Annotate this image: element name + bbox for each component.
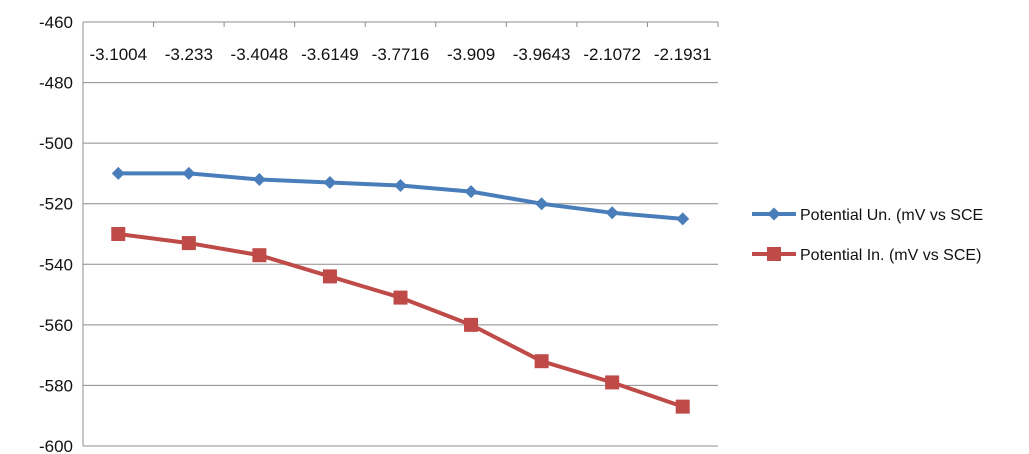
x-tick-label: -3.6149 — [301, 45, 359, 64]
y-tick-label: -560 — [39, 316, 73, 335]
data-point-diamond — [605, 206, 619, 220]
data-point-diamond — [394, 179, 407, 193]
y-axis-tick-labels: -460 -480 -500 -520 -540 -560 -580 -600 — [39, 13, 73, 454]
series-line — [116, 232, 685, 409]
data-point-diamond — [535, 197, 549, 211]
series-1 — [111, 166, 690, 226]
x-tick-label: -3.9643 — [513, 45, 571, 64]
y-tick-label: -500 — [39, 134, 73, 153]
data-point-diamond — [676, 212, 690, 226]
data-point-diamond — [464, 185, 478, 199]
y-tick-label: -480 — [39, 74, 73, 93]
legend-marker-diamond — [767, 207, 781, 221]
y-tick-label: -580 — [39, 376, 73, 395]
x-tick-label: -2.1072 — [583, 45, 641, 64]
legend-marker-square — [767, 247, 781, 261]
data-point-square — [252, 248, 267, 263]
data-point-square — [322, 269, 337, 284]
y-tick-label: -460 — [39, 13, 73, 32]
gridlines — [83, 21, 718, 447]
y-tick-label: -540 — [39, 255, 73, 274]
data-point-square — [111, 227, 126, 241]
x-tick-label: -3.1004 — [89, 45, 147, 64]
x-tick-label: -2.1931 — [654, 45, 712, 64]
legend-label: Potential In. (mV vs SCE) — [800, 247, 981, 264]
data-point-square — [605, 375, 620, 390]
data-point-diamond — [323, 176, 337, 190]
x-tick-label: -3.909 — [447, 45, 495, 64]
x-tick-label: -3.7716 — [372, 45, 430, 64]
data-point-square — [675, 399, 690, 414]
legend: Potential Un. (mV vs SCE Potential In. (m… — [752, 207, 983, 264]
x-tick-label: -3.4048 — [231, 45, 289, 64]
data-point-diamond — [182, 166, 196, 180]
y-tick-label: -600 — [39, 437, 73, 454]
data-point-diamond — [111, 166, 125, 180]
data-point-square — [393, 290, 408, 305]
axes — [82, 22, 719, 446]
x-axis-tick-labels: -3.1004 -3.233 -3.4048 -3.6149 -3.7716 -3.909… — [89, 45, 711, 64]
data-point-square — [181, 236, 196, 251]
legend-label: Potential Un. (mV vs SCE — [800, 207, 983, 224]
data-point-diamond — [252, 172, 266, 186]
series-2 — [111, 227, 690, 414]
data-point-square — [534, 354, 549, 369]
data-point-square — [464, 317, 479, 332]
series-layer — [111, 166, 690, 414]
legend-item-2: Potential In. (mV vs SCE) — [752, 247, 981, 264]
legend-item-1: Potential Un. (mV vs SCE — [752, 207, 983, 224]
y-tick-label: -520 — [39, 195, 73, 214]
x-tick-label: -3.233 — [165, 45, 213, 64]
